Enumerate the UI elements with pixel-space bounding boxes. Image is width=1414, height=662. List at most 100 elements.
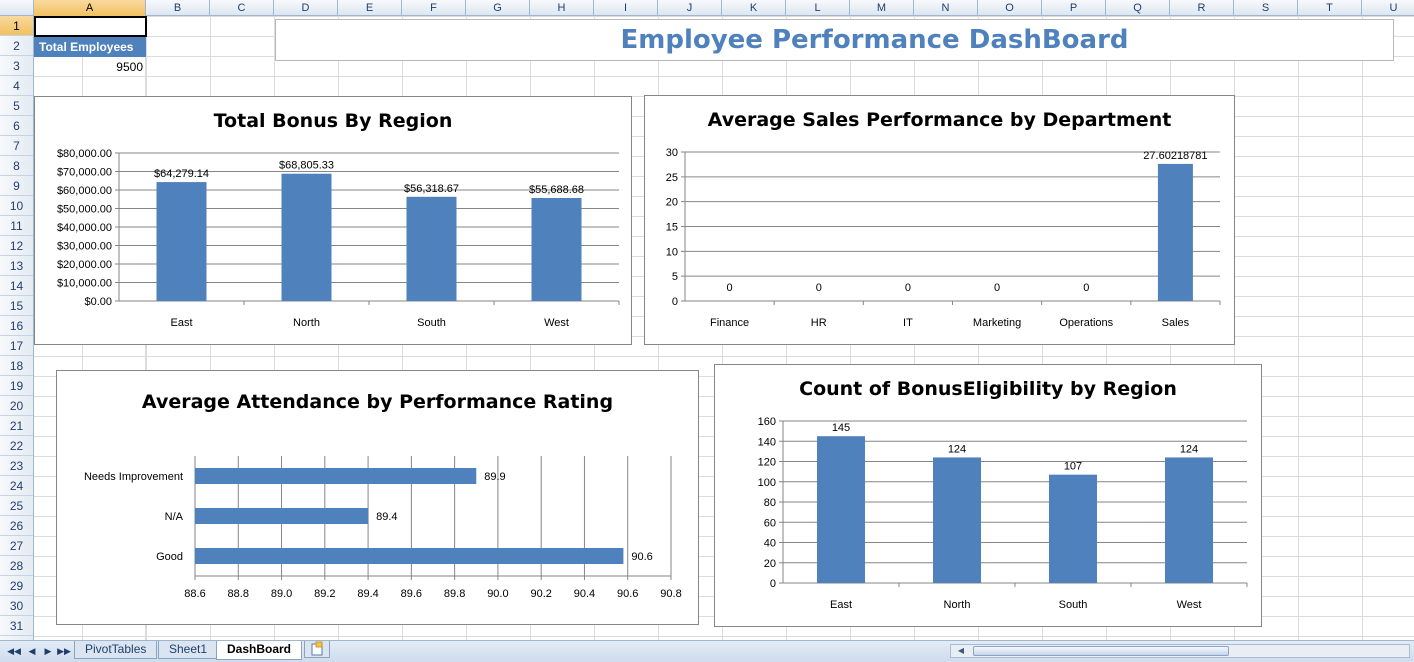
cell-a1-active[interactable] (34, 16, 147, 37)
chart-plot: 88.6 88.8 89.0 89.2 89.4 89.6 89.8 90.0 90.2 90.4… (84, 456, 682, 600)
last-sheet-icon[interactable]: ▶▶ (57, 646, 71, 656)
scrollbar-thumb[interactable] (973, 646, 1229, 656)
data-label: 145 (832, 422, 850, 434)
row-header-11[interactable]: 11 (0, 216, 33, 236)
row-header-16[interactable]: 16 (0, 316, 33, 336)
prev-sheet-icon[interactable]: ◀ (28, 646, 36, 656)
column-header-u[interactable]: U (1362, 0, 1414, 16)
row-header-25[interactable]: 25 (0, 496, 33, 516)
x-tick-label: 89.8 (444, 588, 465, 600)
column-header-g[interactable]: G (466, 0, 530, 16)
cell-a3-total-employees-value[interactable]: 9500 (116, 60, 143, 74)
row-header-12[interactable]: 12 (0, 236, 33, 256)
column-header-p[interactable]: P (1042, 0, 1106, 16)
chart-title: Count of BonusEligibility by Region (799, 378, 1177, 400)
row-header-1[interactable]: 1 (0, 16, 33, 36)
y-tick-label: $40,000.00 (57, 222, 112, 234)
x-tick-label: East (170, 317, 192, 329)
row-header-19[interactable]: 19 (0, 376, 33, 396)
row-header-9[interactable]: 9 (0, 176, 33, 196)
column-header-m[interactable]: M (850, 0, 914, 16)
row-header-30[interactable]: 30 (0, 596, 33, 616)
row-header-24[interactable]: 24 (0, 476, 33, 496)
first-sheet-icon[interactable]: ◀◀ (7, 646, 21, 656)
chart-average-attendance-by-rating[interactable]: Average Attendance by Performance Rating… (56, 370, 699, 625)
tab-dashboard[interactable]: DashBoard (216, 641, 303, 660)
x-tick-label: 88.6 (184, 588, 205, 600)
tab-pivottables[interactable]: PivotTables (74, 641, 158, 659)
row-header-5[interactable]: 5 (0, 96, 33, 116)
column-header-d[interactable]: D (274, 0, 338, 16)
column-header-n[interactable]: N (914, 0, 978, 16)
row-header-22[interactable]: 22 (0, 436, 33, 456)
row-header-15[interactable]: 15 (0, 296, 33, 316)
x-tick-label: 90.0 (487, 588, 508, 600)
y-tick-label: 15 (666, 222, 678, 234)
x-tick-label: 89.4 (357, 588, 378, 600)
column-header-t[interactable]: T (1298, 0, 1362, 16)
select-all-corner[interactable] (0, 0, 34, 16)
next-sheet-icon[interactable]: ▶ (44, 646, 52, 656)
row-header-6[interactable]: 6 (0, 116, 33, 136)
row-header-31[interactable]: 31 (0, 616, 33, 636)
data-label: $55,688.68 (529, 184, 584, 196)
chart-plot: 0 20 40 60 80 100 120 140 160 East 145 North 124 Sout… (758, 416, 1248, 611)
horizontal-scrollbar[interactable]: ◀ (950, 644, 1410, 658)
row-header-23[interactable]: 23 (0, 456, 33, 476)
row-header-2[interactable]: 2 (0, 36, 33, 56)
y-tick-label: 30 (666, 147, 678, 159)
row-header-21[interactable]: 21 (0, 416, 33, 436)
column-header-s[interactable]: S (1234, 0, 1298, 16)
column-header-f[interactable]: F (402, 0, 466, 16)
cell-a2-total-employees-label[interactable]: Total Employees (34, 37, 146, 57)
column-header-k[interactable]: K (722, 0, 786, 16)
data-label: $64,279.14 (154, 168, 209, 180)
chart-title: Total Bonus By Region (213, 110, 453, 132)
row-header-18[interactable]: 18 (0, 356, 33, 376)
row-header-3[interactable]: 3 (0, 56, 33, 76)
y-tick-label: $60,000.00 (57, 185, 112, 197)
row-header-27[interactable]: 27 (0, 536, 33, 556)
row-header-13[interactable]: 13 (0, 256, 33, 276)
insert-sheet-button[interactable] (304, 641, 330, 658)
column-header-o[interactable]: O (978, 0, 1042, 16)
row-header-20[interactable]: 20 (0, 396, 33, 416)
tab-sheet1[interactable]: Sheet1 (158, 641, 219, 659)
y-tick-label: $10,000.00 (57, 278, 112, 290)
row-header-7[interactable]: 7 (0, 136, 33, 156)
chart-total-bonus-by-region[interactable]: Total Bonus By Region $0.00 $10,000.00 $20… (34, 96, 632, 345)
column-header-h[interactable]: H (530, 0, 594, 16)
column-header-e[interactable]: E (338, 0, 402, 16)
y-tick-label: Good (156, 551, 183, 563)
data-label: 124 (1180, 443, 1198, 455)
column-header-a[interactable]: A (34, 0, 146, 16)
row-headers: 1 2 3 4 5 6 7 8 9 10 11 12 13 14 15 16 17 18 19 20 21 22 23 24 2… (0, 16, 34, 640)
data-label: 0 (1083, 282, 1089, 294)
row-header-8[interactable]: 8 (0, 156, 33, 176)
chart-average-sales-by-department[interactable]: Average Sales Performance by Department … (644, 95, 1235, 345)
row-header-29[interactable]: 29 (0, 576, 33, 596)
column-header-c[interactable]: C (210, 0, 274, 16)
row-header-14[interactable]: 14 (0, 276, 33, 296)
row-header-28[interactable]: 28 (0, 556, 33, 576)
column-header-q[interactable]: Q (1106, 0, 1170, 16)
scroll-left-icon[interactable]: ◀ (957, 646, 965, 655)
column-header-b[interactable]: B (146, 0, 210, 16)
dashboard-title-box[interactable]: Employee Performance DashBoard (275, 19, 1394, 61)
row-header-17[interactable]: 17 (0, 336, 33, 356)
row-header-10[interactable]: 10 (0, 196, 33, 216)
row-header-4[interactable]: 4 (0, 76, 33, 96)
column-header-j[interactable]: J (658, 0, 722, 16)
data-label: 90.6 (631, 551, 652, 563)
column-header-r[interactable]: R (1170, 0, 1234, 16)
column-header-i[interactable]: I (594, 0, 658, 16)
chart-count-bonus-eligibility-by-region[interactable]: Count of BonusEligibility by Region 0 20 4… (714, 364, 1262, 627)
y-tick-label: 160 (758, 416, 776, 428)
x-tick-label: Marketing (973, 317, 1021, 329)
bar-east (156, 182, 207, 301)
row-header-26[interactable]: 26 (0, 516, 33, 536)
y-tick-label: $50,000.00 (57, 204, 112, 216)
column-header-l[interactable]: L (786, 0, 850, 16)
